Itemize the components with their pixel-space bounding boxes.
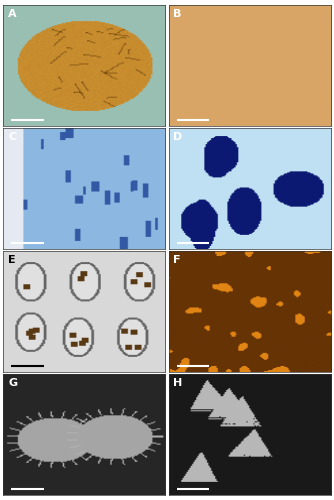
Text: A: A	[8, 8, 17, 18]
Text: H: H	[173, 378, 183, 388]
Text: C: C	[8, 132, 16, 141]
Text: D: D	[173, 132, 183, 141]
Text: G: G	[8, 378, 17, 388]
Text: E: E	[8, 255, 16, 265]
Text: B: B	[173, 8, 182, 18]
Text: F: F	[173, 255, 181, 265]
